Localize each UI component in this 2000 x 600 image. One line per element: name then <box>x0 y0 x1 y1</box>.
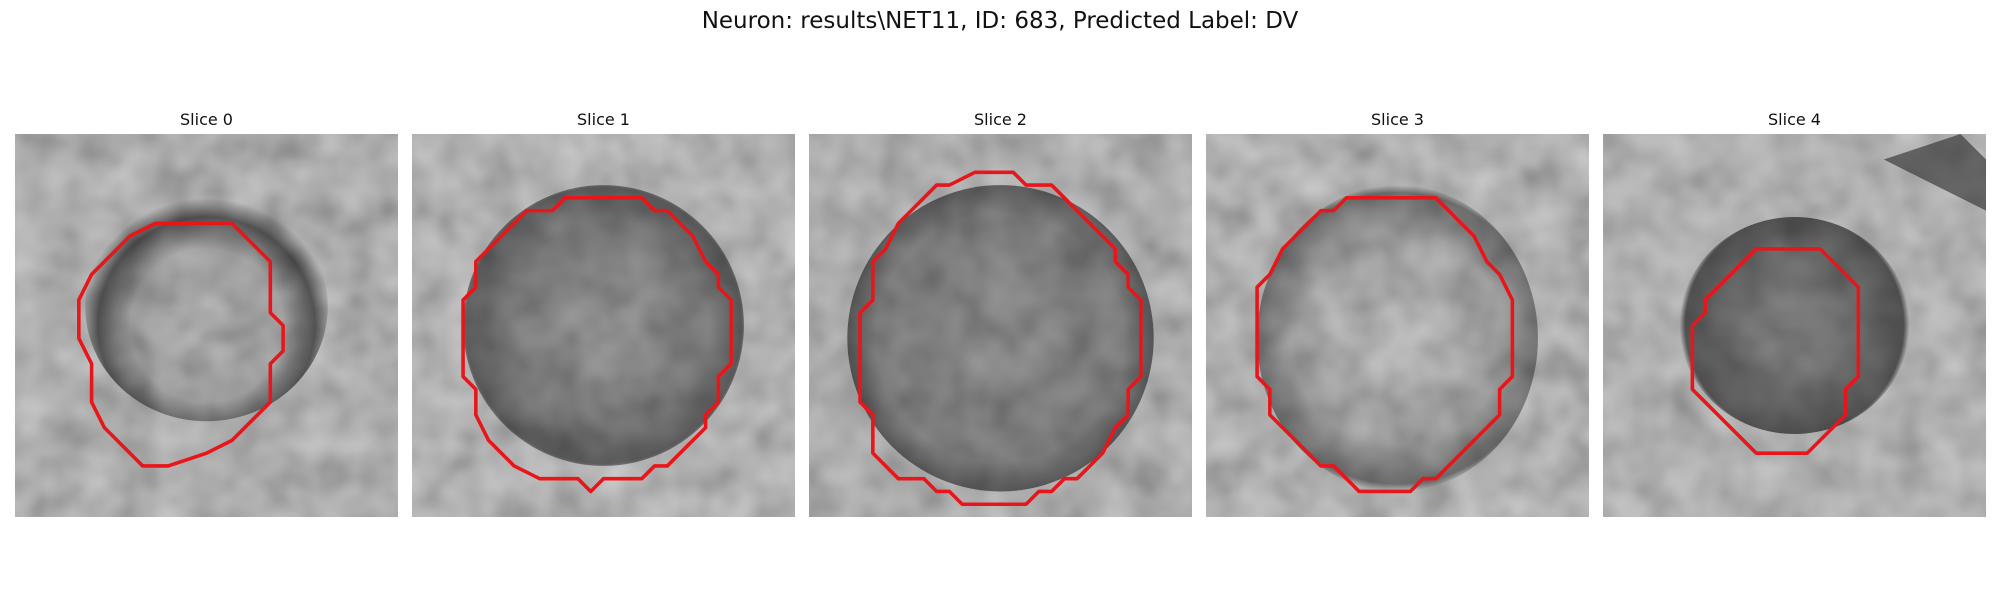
slice-image <box>1206 134 1589 517</box>
slice-image <box>15 134 398 517</box>
neuron-outline <box>1690 247 1861 455</box>
slice-panel-1: Slice 1 <box>412 110 795 517</box>
neuron-outline <box>858 170 1143 507</box>
cell-membrane-shade <box>85 191 328 422</box>
slice-title: Slice 1 <box>577 110 630 129</box>
slice-title: Slice 4 <box>1768 110 1821 129</box>
cell-membrane-shade <box>1257 185 1538 492</box>
slice-panel-0: Slice 0 <box>15 110 398 517</box>
slice-panel-4: Slice 4 <box>1603 110 1986 517</box>
neuron-outline <box>461 196 733 494</box>
dark-process <box>1883 134 1986 211</box>
slice-title: Slice 3 <box>1371 110 1424 129</box>
slice-image <box>1603 134 1986 517</box>
slice-panel-3: Slice 3 <box>1206 110 1589 517</box>
cell-membrane-shade <box>1679 216 1910 435</box>
neuron-outline <box>1255 196 1515 494</box>
slice-title: Slice 0 <box>180 110 233 129</box>
slice-panel-2: Slice 2 <box>809 110 1192 517</box>
slice-image <box>412 134 795 517</box>
neuron-outline <box>77 221 285 468</box>
slice-title: Slice 2 <box>974 110 1027 129</box>
slice-image <box>809 134 1192 517</box>
cell-membrane-shade <box>463 185 744 466</box>
figure-title: Neuron: results\NET11, ID: 683, Predicte… <box>701 8 1299 34</box>
cell-membrane-shade <box>847 185 1154 492</box>
